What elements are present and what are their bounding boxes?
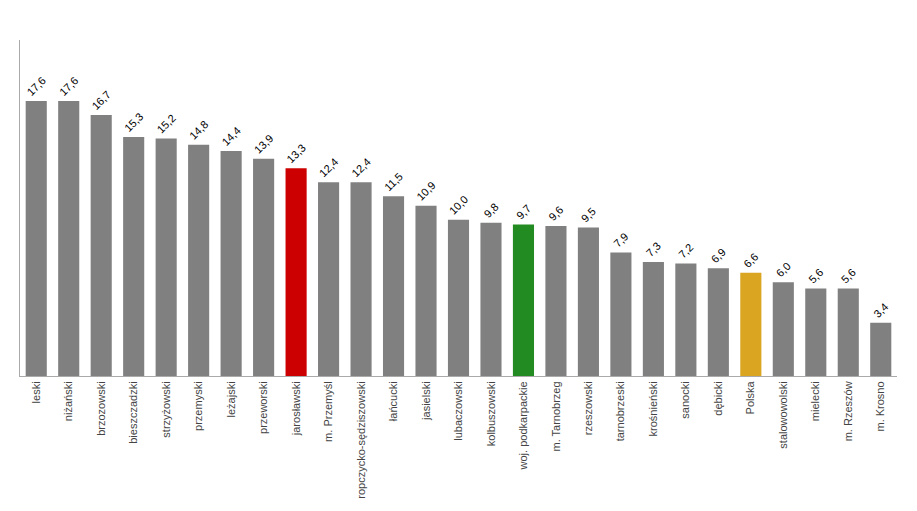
svg-text:9,7: 9,7 (514, 202, 533, 221)
svg-text:lubaczowski: lubaczowski (452, 381, 464, 440)
svg-text:9,6: 9,6 (546, 204, 565, 223)
svg-text:9,5: 9,5 (579, 205, 598, 224)
svg-text:bieszczadzki: bieszczadzki (127, 381, 139, 443)
svg-text:m. Krosno: m. Krosno (874, 381, 886, 431)
svg-text:łańcucki: łańcucki (387, 381, 399, 421)
svg-text:6,6: 6,6 (741, 251, 760, 270)
svg-text:leżajski: leżajski (225, 381, 237, 417)
svg-text:strzyżowski: strzyżowski (160, 381, 172, 437)
svg-text:15,3: 15,3 (122, 110, 146, 134)
svg-text:sanocki: sanocki (679, 381, 691, 418)
svg-text:9,8: 9,8 (481, 201, 500, 220)
svg-text:kolbuszowski: kolbuszowski (485, 381, 497, 446)
svg-text:m. Przemyśl: m. Przemyśl (322, 381, 334, 442)
svg-text:12,4: 12,4 (349, 156, 373, 180)
svg-text:16,7: 16,7 (89, 88, 113, 112)
svg-text:14,8: 14,8 (187, 118, 211, 142)
svg-text:10,9: 10,9 (414, 179, 438, 203)
svg-text:jasielski: jasielski (420, 381, 432, 421)
svg-text:jarosławski: jarosławski (290, 381, 302, 436)
svg-text:17,6: 17,6 (57, 74, 81, 98)
svg-text:leski: leski (30, 381, 42, 403)
svg-text:11,5: 11,5 (382, 170, 405, 193)
svg-text:stalowowolski: stalowowolski (777, 381, 789, 448)
svg-text:6,0: 6,0 (774, 260, 793, 279)
svg-text:7,2: 7,2 (676, 241, 695, 260)
svg-text:12,4: 12,4 (317, 156, 341, 180)
svg-text:woj. podkarpackie: woj. podkarpackie (517, 381, 529, 470)
svg-text:dębicki: dębicki (712, 381, 724, 415)
svg-text:przemyski: przemyski (192, 381, 204, 431)
svg-text:14,4: 14,4 (219, 124, 243, 148)
svg-text:rzeszowski: rzeszowski (582, 381, 594, 435)
svg-text:mielecki: mielecki (809, 381, 821, 421)
svg-text:10,0: 10,0 (447, 193, 471, 217)
svg-text:brzozowski: brzozowski (95, 381, 107, 435)
svg-text:niżański: niżański (62, 381, 74, 421)
svg-text:13,3: 13,3 (284, 142, 308, 166)
svg-text:5,6: 5,6 (806, 266, 825, 285)
svg-text:7,3: 7,3 (644, 240, 663, 259)
svg-text:17,6: 17,6 (24, 74, 48, 98)
svg-text:5,6: 5,6 (839, 266, 858, 285)
svg-text:7,9: 7,9 (611, 230, 630, 249)
svg-text:3,4: 3,4 (871, 301, 890, 320)
svg-text:tarnobrzeski: tarnobrzeski (614, 381, 626, 441)
svg-text:ropczycko-sędziszowski: ropczycko-sędziszowski (355, 381, 367, 498)
svg-text:13,9: 13,9 (252, 132, 276, 156)
svg-text:przeworski: przeworski (257, 381, 269, 434)
svg-text:m. Tarnobrzeg: m. Tarnobrzeg (550, 381, 562, 451)
svg-text:15,2: 15,2 (154, 112, 178, 136)
svg-text:6,9: 6,9 (709, 246, 728, 265)
svg-text:Polska: Polska (744, 381, 756, 415)
svg-text:m. Rzeszów: m. Rzeszów (842, 381, 854, 441)
svg-text:krośnieński: krośnieński (647, 381, 659, 436)
